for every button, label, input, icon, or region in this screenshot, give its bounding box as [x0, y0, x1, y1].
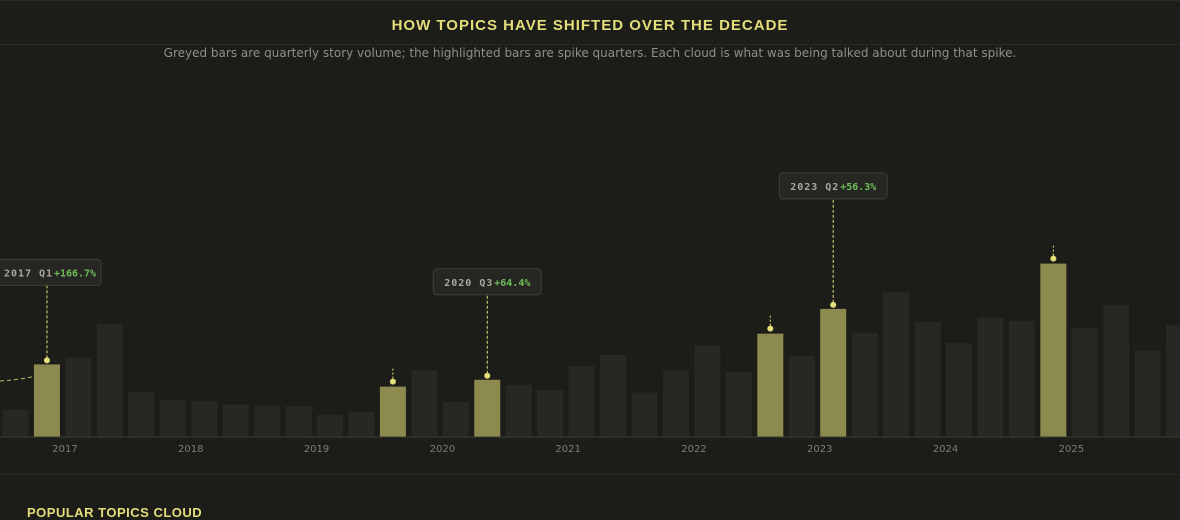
bar [96, 324, 123, 437]
x-tick-label: 2025 [1059, 444, 1084, 455]
spike-dot [767, 325, 774, 332]
bar [568, 366, 595, 437]
x-tick-label: 2024 [933, 444, 958, 455]
spike-bar [757, 333, 784, 437]
bar [128, 391, 155, 437]
bar [1166, 325, 1180, 437]
x-tick-label: 2021 [555, 444, 580, 455]
callout-dot [830, 301, 837, 308]
bar [159, 400, 186, 437]
spike-bar [474, 379, 501, 437]
bar [977, 317, 1004, 437]
bar [1008, 320, 1035, 437]
bar [348, 411, 375, 437]
bar [317, 414, 343, 437]
callout-period: 2017 Q1 [4, 268, 53, 279]
bar [883, 291, 910, 437]
callout-change: +64.4% [494, 278, 530, 289]
bar [537, 390, 564, 437]
bar [442, 401, 469, 437]
callout-change: +166.7% [54, 268, 96, 279]
bar [191, 401, 218, 437]
bar [285, 406, 312, 437]
bar [1134, 350, 1161, 437]
topic-volume-chart: 2017 2018 2019 2020 2021 2022 2023 2024 2025 2017… [0, 172, 1180, 455]
bar [851, 332, 878, 437]
callout-period: 2023 Q2 [790, 182, 839, 193]
bar [914, 321, 941, 437]
top-rule [0, 0, 1180, 1]
callout-change: +56.3% [840, 182, 876, 193]
bar [254, 405, 281, 437]
chart-title: HOW TOPICS HAVE SHIFTED OVER THE DECADE [391, 17, 789, 34]
spike-bar [1040, 263, 1067, 437]
bar [1103, 304, 1130, 437]
bar [411, 370, 438, 437]
callout-dot [43, 357, 50, 364]
section-divider [0, 474, 1180, 475]
title-divider [0, 44, 1180, 45]
callout-box [778, 172, 888, 200]
bar [600, 355, 627, 437]
x-tick-label: 2018 [178, 444, 203, 455]
bar [222, 404, 249, 437]
bar [788, 355, 815, 437]
spike-bar [820, 308, 847, 437]
spike-dot [1050, 255, 1057, 262]
x-tick-label: 2020 [430, 444, 455, 455]
x-tick-label: 2023 [807, 444, 832, 455]
callout-dot [484, 372, 491, 379]
callout-box [432, 268, 542, 296]
bar [694, 345, 721, 437]
callout-period: 2020 Q3 [444, 278, 493, 289]
x-tick-label: 2022 [681, 444, 706, 455]
bar [725, 372, 752, 437]
callout-box [0, 258, 102, 286]
section-title: POPULAR TOPICS CLOUD [27, 505, 203, 520]
bar [662, 370, 689, 437]
x-tick-label: 2019 [304, 444, 329, 455]
spike-bar [379, 386, 406, 437]
bar [1071, 327, 1098, 437]
bar [631, 392, 658, 437]
bar [505, 384, 532, 437]
bar [946, 343, 972, 437]
bar [65, 357, 92, 437]
spike-dot [389, 378, 396, 385]
bar [2, 409, 29, 437]
x-tick-label: 2017 [52, 444, 77, 455]
chart-subtitle: Greyed bars are quarterly story volume; … [163, 46, 1017, 60]
spike-bar [33, 364, 60, 437]
